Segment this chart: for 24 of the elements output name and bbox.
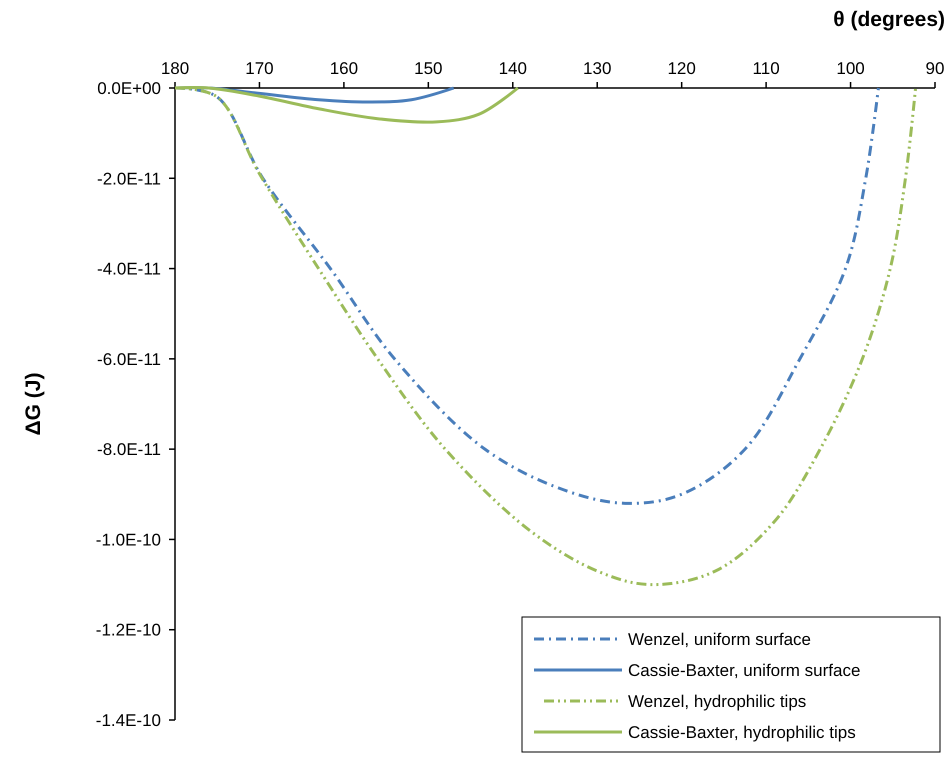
x-tick-label: 130 — [583, 59, 612, 78]
y-axis-title: ΔG (J) — [22, 372, 45, 436]
y-tick-label: -8.0E-11 — [97, 440, 161, 460]
y-tick-label: -1.0E-10 — [96, 530, 161, 550]
y-tick-label: -2.0E-11 — [97, 169, 161, 188]
legend-label: Cassie-Baxter, hydrophilic tips — [628, 723, 856, 742]
y-tick-label: -1.2E-10 — [96, 620, 161, 640]
legend-label: Cassie-Baxter, uniform surface — [628, 661, 860, 680]
x-tick-label: 170 — [245, 59, 274, 78]
x-tick-label: 180 — [160, 59, 190, 78]
x-tick-label: 110 — [752, 59, 780, 78]
x-tick-label: 120 — [667, 59, 696, 78]
y-tick-label: 0.0E+00 — [97, 79, 161, 98]
legend-label: Wenzel, uniform surface — [628, 630, 811, 649]
x-tick-label: 150 — [414, 59, 443, 78]
y-tick-label: -4.0E-11 — [97, 260, 161, 279]
y-tick-label: -6.0E-11 — [97, 350, 161, 369]
x-axis-title: θ (degrees) — [833, 8, 945, 31]
x-tick-label: 160 — [330, 59, 358, 78]
legend-label: Wenzel, hydrophilic tips — [628, 692, 806, 711]
x-tick-label: 100 — [836, 59, 865, 78]
x-tick-label: 140 — [498, 59, 527, 78]
y-tick-label: -1.4E-10 — [96, 711, 161, 730]
x-tick-label: 90 — [926, 59, 944, 78]
